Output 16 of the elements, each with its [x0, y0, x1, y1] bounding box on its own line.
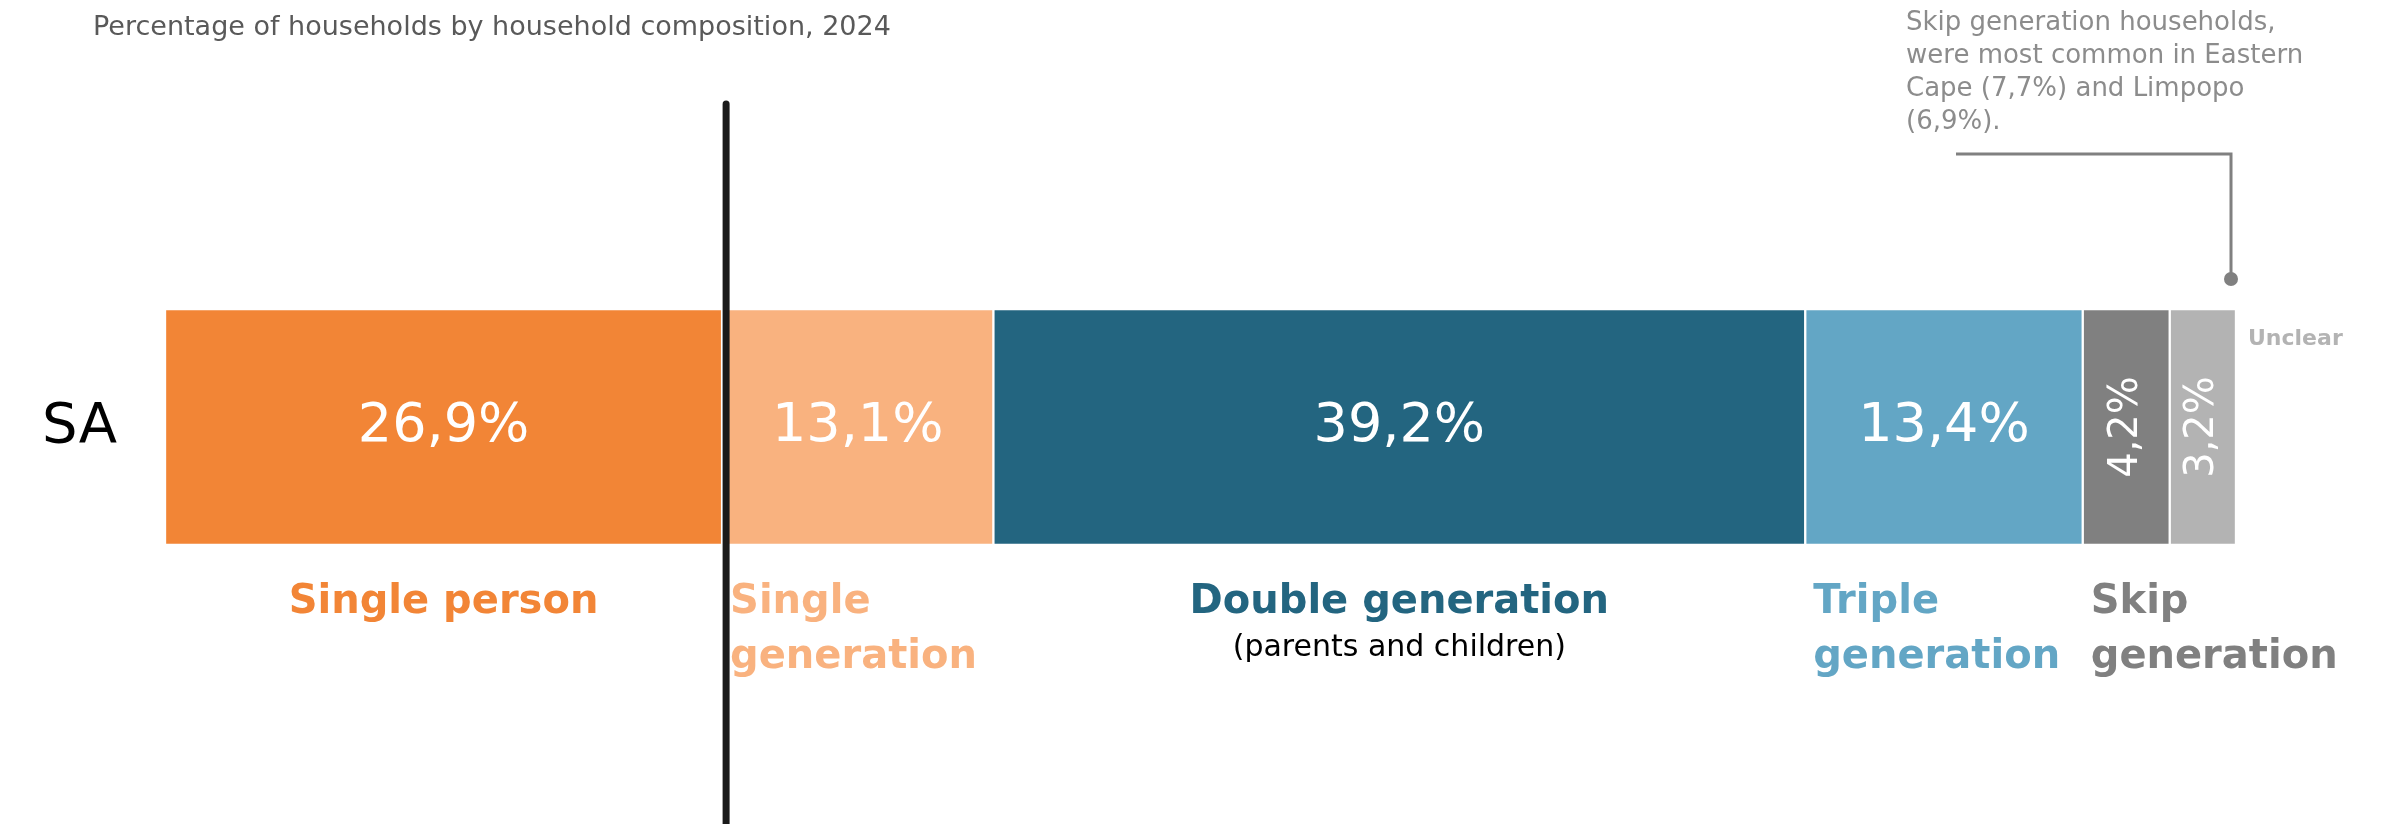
- data-label: 13,1%: [771, 391, 944, 455]
- series-label: Unclear: [2248, 324, 2343, 350]
- data-label: 13,4%: [1858, 391, 2030, 455]
- series-label: Triple generation: [1813, 576, 2061, 678]
- y-tick-label: SA: [42, 389, 117, 455]
- chart-title: Percentage of households by household composition, 2024: [93, 9, 891, 41]
- data-label: 3,2%: [2176, 376, 2223, 478]
- series-label: Single generation: [730, 576, 977, 678]
- data-label: 26,9%: [357, 391, 530, 455]
- series-label: Skip generation: [2090, 576, 2338, 678]
- data-label: 4,2%: [2099, 376, 2146, 478]
- text: Skip generation households, were most common in Eastern Cape (7,7%) and Limpopo (6,9%).: [1906, 5, 2304, 135]
- series-label: Single person: [288, 576, 599, 623]
- series-label: Double generation: [1189, 576, 1610, 623]
- data-label: 39,2%: [1313, 391, 1486, 455]
- text: (parents and children): [1232, 627, 1566, 663]
